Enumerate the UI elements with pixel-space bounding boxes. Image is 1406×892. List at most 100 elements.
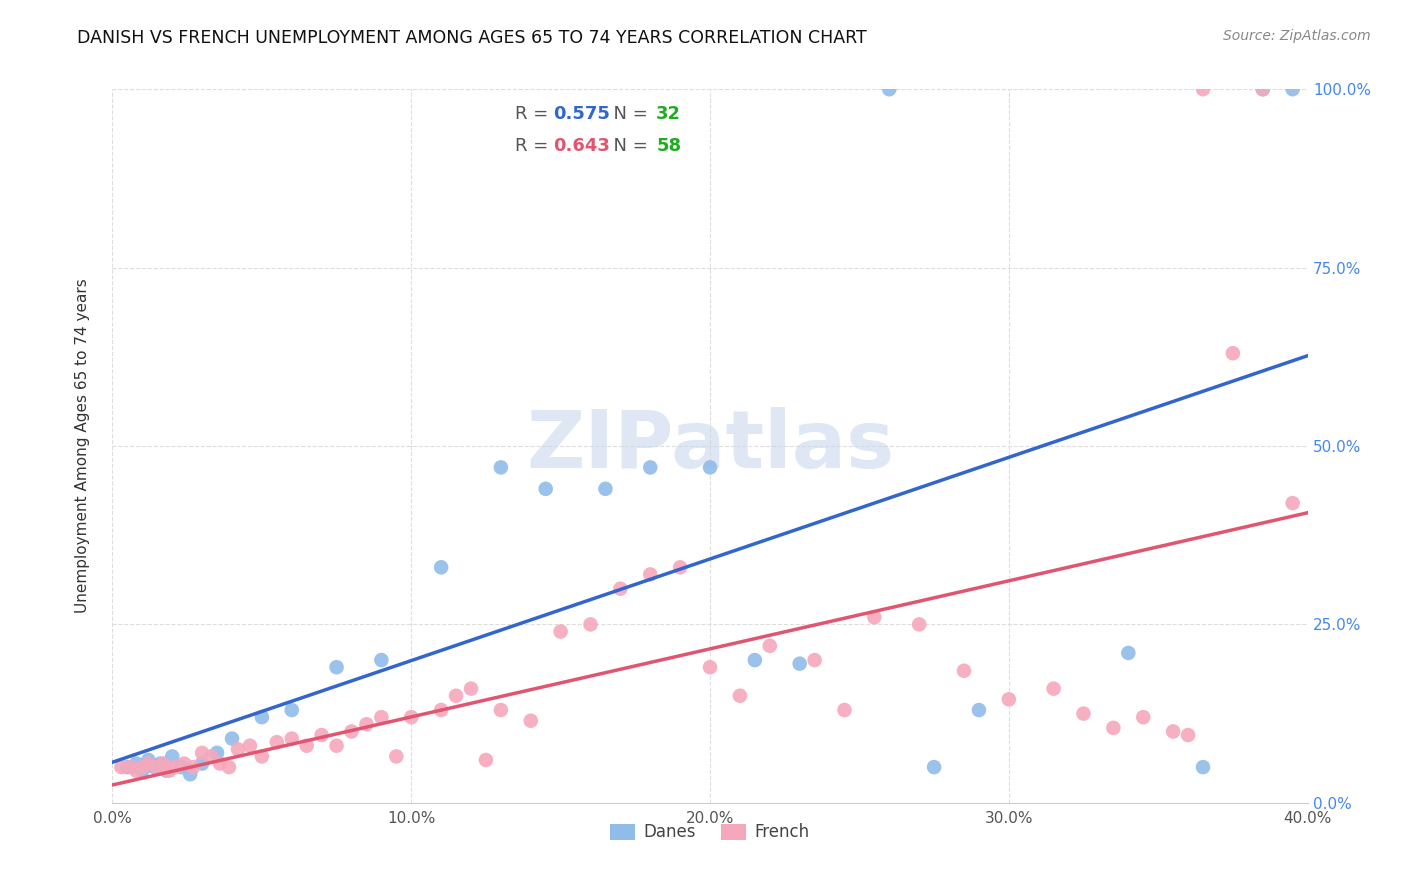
Point xyxy=(125,756,148,771)
Text: R =: R = xyxy=(515,105,554,123)
Point xyxy=(131,760,153,774)
Point xyxy=(162,749,183,764)
Point xyxy=(1251,82,1274,96)
Point xyxy=(191,746,214,760)
Point xyxy=(149,756,172,771)
Point xyxy=(699,460,721,475)
Point xyxy=(998,692,1021,706)
Point xyxy=(226,742,249,756)
Text: N =: N = xyxy=(603,136,654,154)
Point xyxy=(138,756,160,771)
Point xyxy=(218,760,240,774)
Point xyxy=(1192,82,1215,96)
Point xyxy=(1192,760,1215,774)
Point xyxy=(1118,646,1140,660)
Point xyxy=(475,753,498,767)
Point xyxy=(295,739,318,753)
Point xyxy=(250,710,273,724)
Point xyxy=(205,746,228,760)
Point xyxy=(489,703,512,717)
Text: 32: 32 xyxy=(657,105,682,123)
Point xyxy=(550,624,572,639)
Point xyxy=(1042,681,1064,696)
Point xyxy=(879,82,901,96)
Text: 0.643: 0.643 xyxy=(554,136,610,154)
Y-axis label: Unemployment Among Ages 65 to 74 years: Unemployment Among Ages 65 to 74 years xyxy=(76,278,90,614)
Point xyxy=(908,617,931,632)
Text: 58: 58 xyxy=(657,136,682,154)
Point xyxy=(311,728,333,742)
Text: Source: ZipAtlas.com: Source: ZipAtlas.com xyxy=(1223,29,1371,43)
Point xyxy=(922,760,945,774)
Point xyxy=(640,567,662,582)
Text: DANISH VS FRENCH UNEMPLOYMENT AMONG AGES 65 TO 74 YEARS CORRELATION CHART: DANISH VS FRENCH UNEMPLOYMENT AMONG AGES… xyxy=(77,29,868,46)
Point xyxy=(640,460,662,475)
Point xyxy=(1222,346,1244,360)
Point xyxy=(325,660,347,674)
Text: ZIPatlas: ZIPatlas xyxy=(526,407,894,485)
Point xyxy=(239,739,262,753)
Point xyxy=(157,764,180,778)
Point xyxy=(579,617,602,632)
Point xyxy=(146,760,169,774)
Point xyxy=(863,610,886,624)
Point xyxy=(173,756,195,771)
Point xyxy=(1132,710,1154,724)
Point xyxy=(165,760,187,774)
Point xyxy=(489,460,512,475)
Point xyxy=(728,689,751,703)
Point xyxy=(967,703,990,717)
Point xyxy=(595,482,617,496)
Point xyxy=(669,560,692,574)
Point xyxy=(1281,496,1303,510)
Point xyxy=(430,560,453,574)
Point xyxy=(170,760,193,774)
Point xyxy=(534,482,557,496)
Point xyxy=(281,703,304,717)
Point xyxy=(117,760,139,774)
Text: N =: N = xyxy=(603,105,654,123)
Point xyxy=(120,760,142,774)
Point xyxy=(1281,82,1303,96)
Point xyxy=(789,657,811,671)
Point xyxy=(250,749,273,764)
Point xyxy=(155,764,177,778)
Point xyxy=(110,760,132,774)
Point xyxy=(191,756,214,771)
Point xyxy=(1161,724,1184,739)
Point xyxy=(953,664,976,678)
Point xyxy=(385,749,408,764)
Point xyxy=(179,767,201,781)
Text: 0.575: 0.575 xyxy=(554,105,610,123)
Point xyxy=(266,735,288,749)
Point xyxy=(152,756,174,771)
Point xyxy=(131,764,153,778)
Point xyxy=(444,689,467,703)
Point xyxy=(370,710,392,724)
Point xyxy=(1073,706,1095,721)
Point xyxy=(340,724,363,739)
Point xyxy=(803,653,825,667)
Point xyxy=(759,639,782,653)
Point xyxy=(401,710,423,724)
Point xyxy=(125,764,148,778)
Point xyxy=(281,731,304,746)
Point xyxy=(744,653,766,667)
Point xyxy=(200,749,222,764)
Point xyxy=(325,739,347,753)
Text: R =: R = xyxy=(515,136,554,154)
Point xyxy=(834,703,856,717)
Point xyxy=(1251,82,1274,96)
Point xyxy=(181,760,204,774)
Point xyxy=(520,714,543,728)
Point xyxy=(460,681,482,696)
Point xyxy=(209,756,232,771)
Point xyxy=(699,660,721,674)
Legend: Danes, French: Danes, French xyxy=(603,817,817,848)
Point xyxy=(430,703,453,717)
Point xyxy=(143,760,166,774)
Point xyxy=(1177,728,1199,742)
Point xyxy=(1102,721,1125,735)
Point xyxy=(221,731,243,746)
Point xyxy=(370,653,392,667)
